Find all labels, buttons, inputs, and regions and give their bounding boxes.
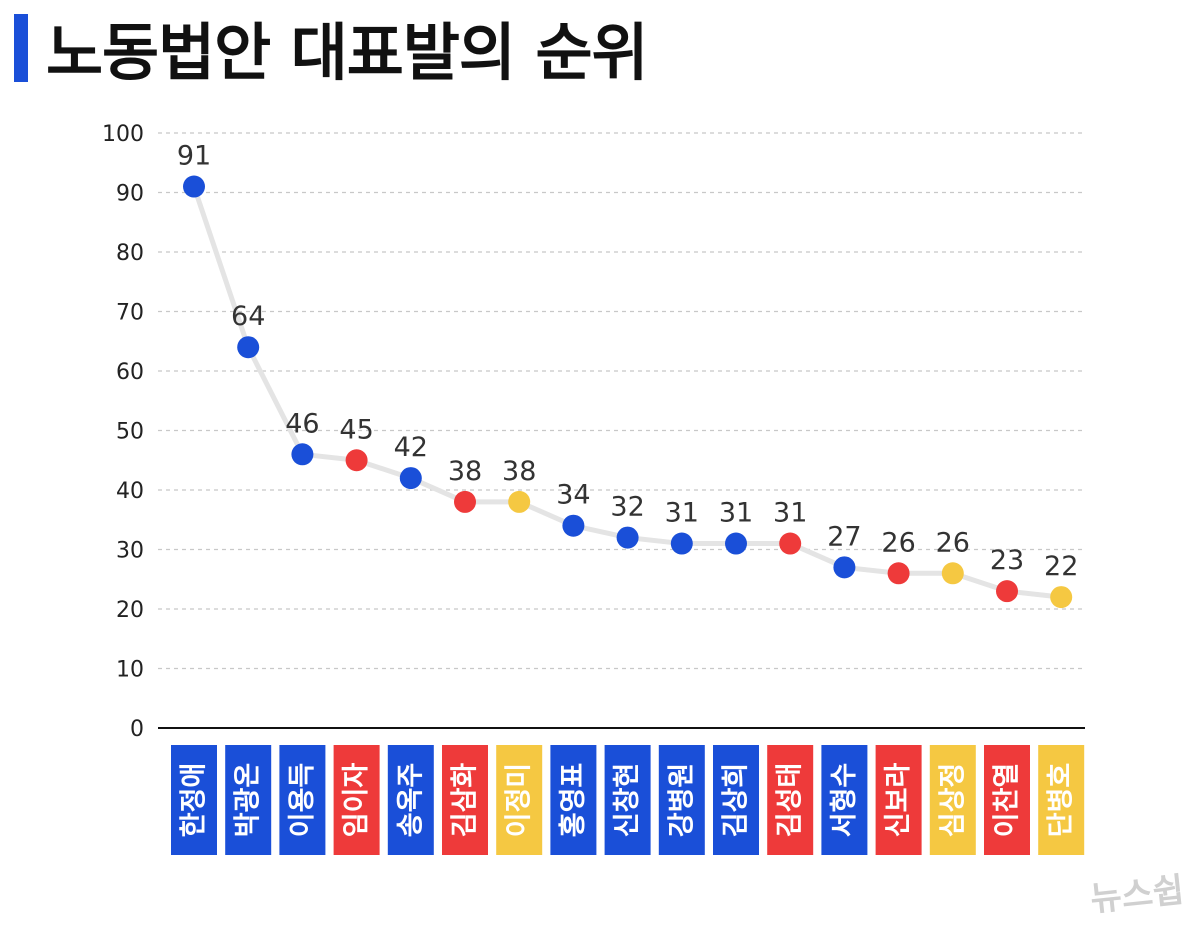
- category-label-box: [387, 745, 434, 855]
- data-label: 31: [773, 498, 807, 529]
- category-label-box: [279, 745, 326, 855]
- y-tick-label: 80: [116, 241, 144, 266]
- data-label: 91: [177, 141, 211, 172]
- data-point: [454, 490, 476, 513]
- data-points: [183, 175, 1073, 609]
- category-label: 심상정: [937, 763, 968, 838]
- watermark-logo: 뉴스쉽: [1088, 870, 1187, 920]
- y-tick-label: 90: [116, 182, 144, 207]
- category-label-box: [984, 745, 1030, 855]
- category-label-box: [929, 745, 976, 855]
- data-point: [345, 449, 368, 472]
- category-label: 박광온: [233, 763, 264, 838]
- data-label: 27: [827, 521, 861, 552]
- y-tick-label: 40: [116, 479, 144, 504]
- category-label-box: [767, 745, 814, 855]
- category-label-box: [658, 745, 705, 855]
- category-label: 이정미: [504, 763, 535, 838]
- category-label: 김성태: [775, 763, 806, 838]
- data-point: [291, 443, 314, 466]
- data-label: 46: [285, 408, 319, 439]
- data-label: 31: [665, 498, 699, 529]
- category-label-box: [442, 745, 488, 855]
- y-axis-ticks: 0 10 20 30 40 50 60 70 80 90 100: [102, 122, 144, 742]
- data-label: 64: [231, 301, 265, 332]
- category-label-box: [496, 745, 543, 855]
- page-title: 노동법안 대표발의 순위: [46, 16, 649, 89]
- data-label: 42: [394, 432, 428, 463]
- data-point: [996, 580, 1018, 603]
- category-label-box: [604, 745, 651, 855]
- category-label-box: [225, 745, 272, 855]
- data-label: 38: [502, 456, 536, 487]
- category-label: 단병호: [1046, 763, 1077, 838]
- category-label-box: [713, 745, 759, 855]
- data-label: 32: [610, 492, 644, 523]
- y-tick-label: 100: [102, 122, 144, 147]
- category-label: 홍영표: [558, 763, 589, 838]
- y-tick-label: 30: [116, 539, 144, 564]
- category-label-box: [875, 745, 922, 855]
- category-label: 서형수: [829, 763, 860, 838]
- category-label-box: [550, 745, 597, 855]
- grid-lines: [158, 132, 1085, 670]
- data-label: 26: [936, 527, 970, 558]
- title-accent-bar: [14, 14, 28, 82]
- data-point: [562, 514, 585, 537]
- data-label: 22: [1044, 551, 1078, 582]
- category-label: 송옥주: [395, 763, 426, 838]
- y-tick-label: 60: [116, 360, 144, 385]
- data-label: 31: [719, 498, 753, 529]
- data-point: [941, 562, 964, 585]
- data-point: [237, 336, 260, 359]
- data-label: 23: [990, 545, 1024, 576]
- category-label: 한정애: [179, 763, 210, 838]
- category-label: 김삼화: [450, 763, 481, 838]
- category-label: 이용득: [287, 763, 318, 838]
- y-tick-label: 10: [116, 658, 144, 683]
- category-label-box: [821, 745, 868, 855]
- data-point: [1050, 586, 1073, 609]
- data-point: [725, 532, 747, 555]
- data-point: [399, 467, 422, 490]
- data-point: [183, 175, 205, 198]
- category-label-box: [1038, 745, 1085, 855]
- y-tick-label: 70: [116, 301, 144, 326]
- data-label: 45: [339, 414, 373, 445]
- category-label-box: [333, 745, 380, 855]
- data-point: [670, 532, 693, 555]
- data-point: [508, 490, 531, 513]
- data-label: 38: [448, 456, 482, 487]
- category-label-box: [171, 745, 217, 855]
- data-label: 26: [881, 527, 915, 558]
- y-tick-label: 20: [116, 598, 144, 623]
- data-point: [887, 562, 910, 585]
- data-point: [833, 556, 856, 579]
- data-labels: 91 64 46 45 42 38 38 34 32 31 31 31 27 26 26 23 22: [177, 141, 1079, 583]
- category-label: 신보라: [883, 763, 914, 838]
- category-label: 신창현: [612, 763, 643, 838]
- y-tick-label: 50: [116, 420, 144, 445]
- data-label: 34: [556, 480, 590, 511]
- category-label: 임이자: [341, 763, 372, 838]
- category-labels: 한정애 박광온 이용득 임이자 송옥주 김삼화 이정미 홍영표 신창현 강병원 김상희 김성태 서형수 신…: [171, 745, 1085, 855]
- category-label: 김상희: [721, 763, 752, 838]
- data-point: [616, 526, 639, 549]
- category-label: 강병원: [666, 763, 697, 838]
- category-label: 이찬열: [992, 763, 1023, 838]
- data-point: [779, 532, 802, 555]
- y-tick-label: 0: [130, 717, 144, 742]
